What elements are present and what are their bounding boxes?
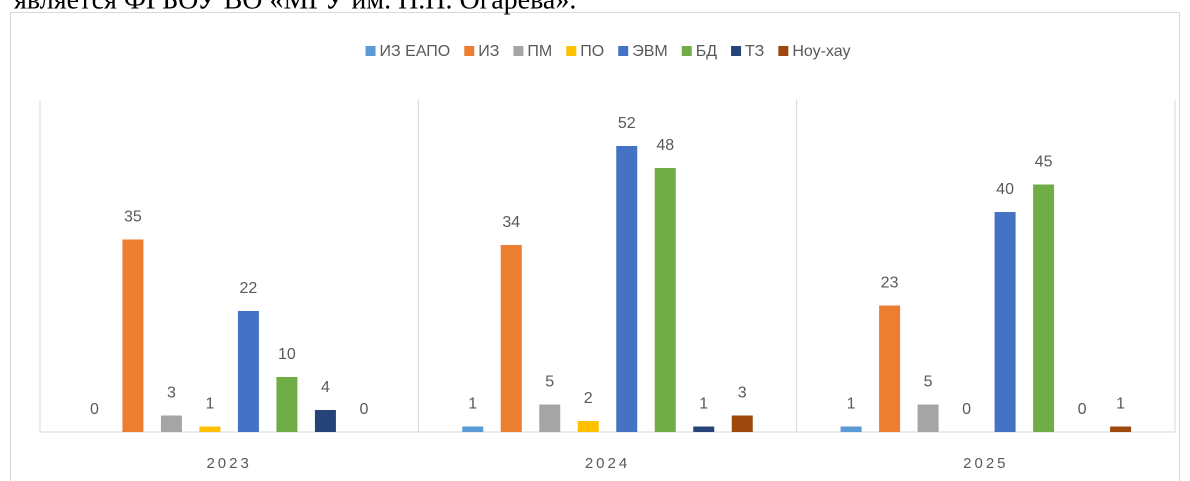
data-label: 2 <box>584 390 593 407</box>
bar <box>462 426 484 432</box>
data-label: 5 <box>545 374 554 391</box>
caption: является ФГБОУ ВО «МГУ им. Н.П. Огарёва»… <box>14 0 576 15</box>
legend-swatch <box>365 46 376 56</box>
data-label: 22 <box>240 280 258 297</box>
bar <box>731 415 753 432</box>
x-tick-label: 2025 <box>963 455 1008 472</box>
data-label: 23 <box>881 275 899 292</box>
bar <box>917 404 939 432</box>
bar <box>1110 426 1132 432</box>
bar <box>160 415 182 432</box>
data-label: 52 <box>618 115 636 132</box>
legend-label: БД <box>696 43 718 60</box>
data-label: 10 <box>278 346 296 363</box>
bar <box>1033 184 1055 432</box>
legend-swatch <box>681 46 692 56</box>
bar <box>314 410 336 432</box>
bar <box>237 311 259 432</box>
data-label: 5 <box>924 374 933 391</box>
data-label: 1 <box>699 396 708 413</box>
data-label: 0 <box>359 401 368 418</box>
data-label: 3 <box>738 385 747 402</box>
legend-label: ПМ <box>527 43 552 60</box>
data-label: 1 <box>468 396 477 413</box>
legend-swatch <box>566 46 577 56</box>
bar <box>994 212 1016 432</box>
legend-label: ПО <box>580 43 604 60</box>
data-label: 0 <box>962 401 971 418</box>
bar <box>122 239 144 432</box>
data-label: 4 <box>321 379 330 396</box>
bar <box>840 426 862 432</box>
legend-label: ИЗ <box>478 43 499 60</box>
legend-swatch <box>778 46 789 56</box>
data-label: 48 <box>656 137 674 154</box>
legend-swatch <box>731 46 742 56</box>
bar <box>616 146 638 432</box>
data-label: 45 <box>1035 154 1053 171</box>
bar <box>500 245 522 432</box>
legend-label: ЭВМ <box>632 43 668 60</box>
x-tick-label: 2024 <box>585 455 630 472</box>
legend-swatch <box>618 46 629 56</box>
legend-label: Ноу-хау <box>792 43 850 60</box>
bar <box>654 168 676 432</box>
bar <box>693 426 715 432</box>
legend-label: ТЗ <box>745 43 764 60</box>
data-label: 35 <box>124 209 142 226</box>
legend-swatch <box>513 46 524 56</box>
data-label: 1 <box>1116 396 1125 413</box>
bar <box>879 305 901 432</box>
bar <box>199 426 221 432</box>
data-label: 40 <box>996 181 1014 198</box>
data-label: 0 <box>90 401 99 418</box>
data-label: 34 <box>502 214 520 231</box>
data-label: 1 <box>847 396 856 413</box>
legend-swatch <box>464 46 475 56</box>
data-label: 0 <box>1078 401 1087 418</box>
bar <box>276 377 298 432</box>
bar <box>577 421 599 432</box>
legend-label: ИЗ ЕАПО <box>380 43 451 60</box>
data-label: 3 <box>167 385 176 402</box>
x-tick-label: 2023 <box>206 455 251 472</box>
bar <box>539 404 561 432</box>
chart-frame <box>10 12 1180 481</box>
data-label: 1 <box>205 396 214 413</box>
